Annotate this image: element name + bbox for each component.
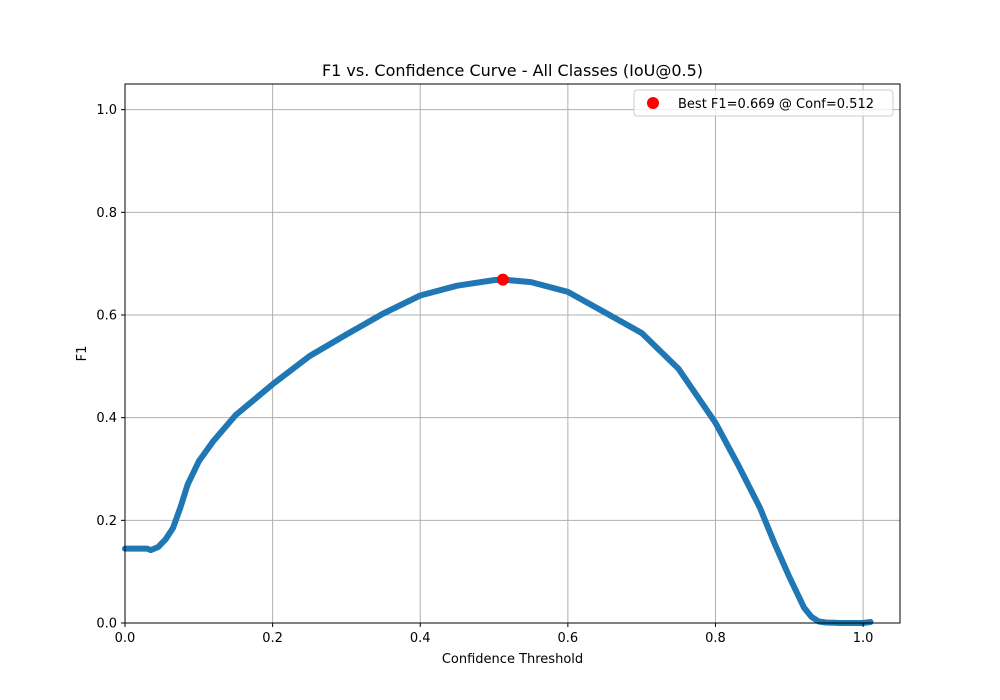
best-f1-point: [496, 273, 509, 286]
series-layer: [122, 273, 874, 626]
chart-title: F1 vs. Confidence Curve - All Classes (I…: [322, 61, 703, 80]
plot-frame: [124, 83, 901, 624]
legend-label: Best F1=0.669 @ Conf=0.512: [678, 97, 874, 112]
x-tick-label: 0.8: [705, 631, 726, 646]
y-tick-label: 1.0: [96, 103, 117, 118]
y-tick-label: 0.2: [96, 514, 117, 529]
x-tick-label: 0.0: [115, 631, 136, 646]
y-tick-label: 0.8: [96, 206, 117, 221]
ticks: 0.0 0.2 0.4 0.6 0.8 1.0 0.0 0.2 0.4 0.6 0.8 1.0: [96, 103, 873, 646]
legend-marker: [647, 97, 659, 109]
legend-box: [633, 89, 894, 117]
x-tick-label: 0.4: [410, 631, 431, 646]
x-tick-label: 0.2: [262, 631, 283, 646]
y-tick-label: 0.4: [96, 411, 117, 426]
x-tick-label: 0.6: [558, 631, 579, 646]
x-tick-label: 1.0: [853, 631, 874, 646]
y-tick-label: 0.6: [96, 309, 117, 324]
grid: [124, 84, 900, 624]
legend: Best F1=0.669 @ Conf=0.512: [633, 89, 894, 117]
y-axis-label: F1: [75, 346, 90, 362]
x-axis-label: Confidence Threshold: [442, 652, 583, 667]
y-tick-label: 0.0: [96, 617, 117, 632]
